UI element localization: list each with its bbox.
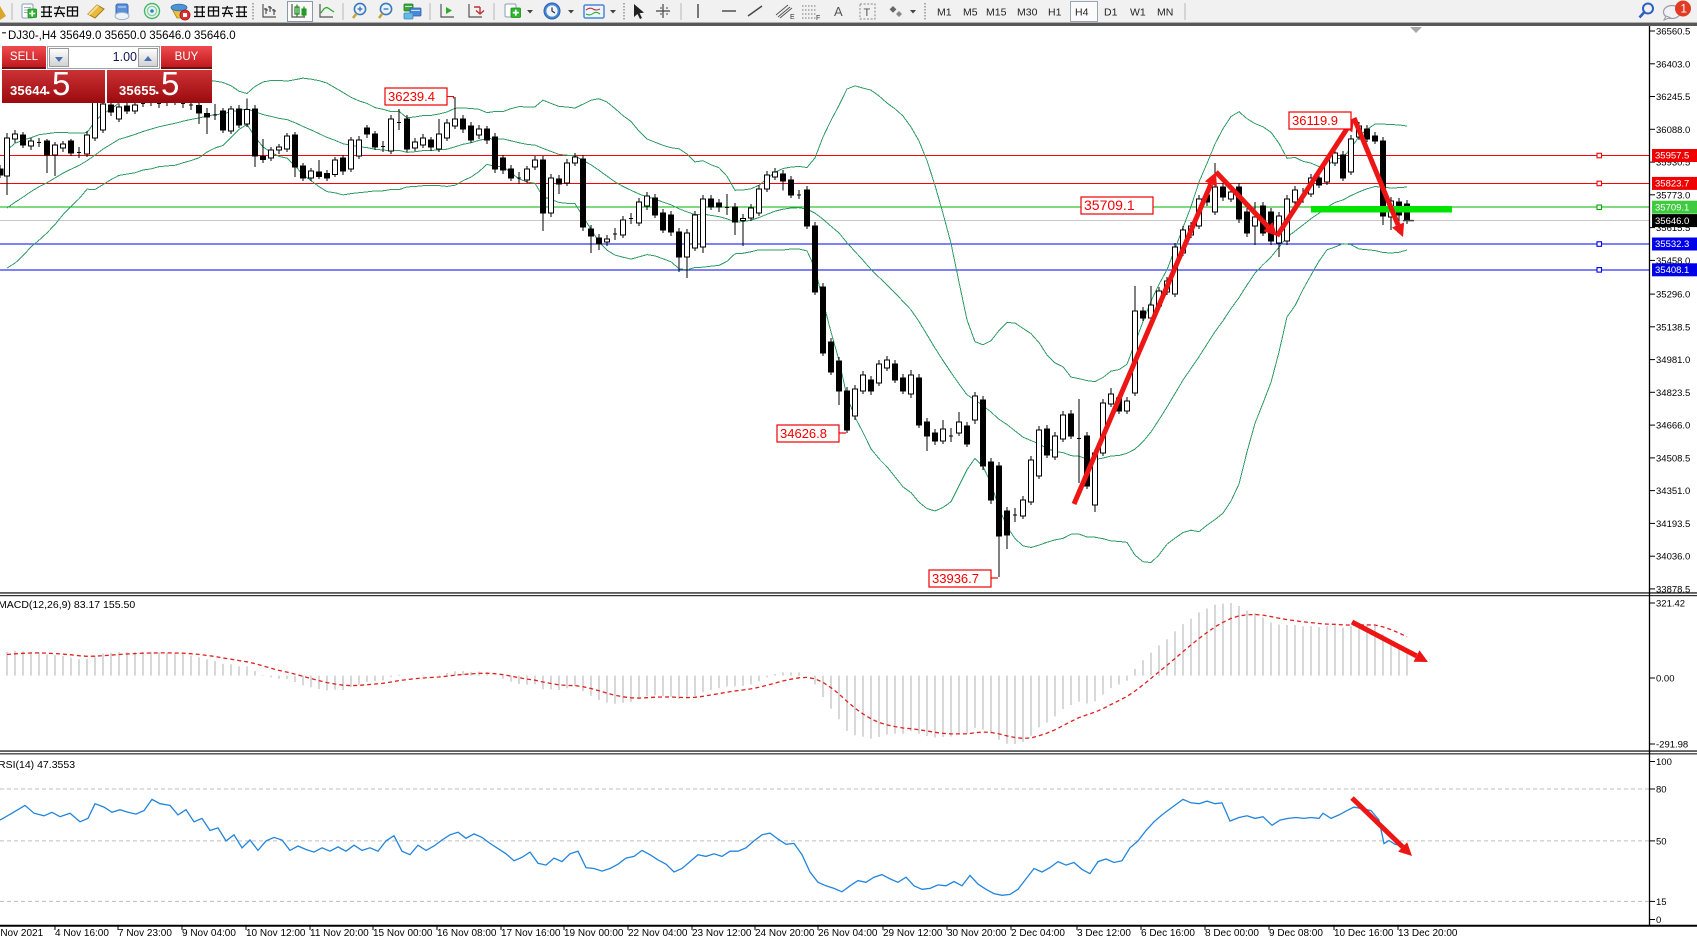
svg-text:RSI(14) 47.3553: RSI(14) 47.3553 <box>0 759 75 771</box>
svg-text:2 Dec 04:00: 2 Dec 04:00 <box>1011 928 1065 939</box>
svg-text:M15: M15 <box>986 7 1007 19</box>
svg-text:24 Nov 20:00: 24 Nov 20:00 <box>755 928 815 939</box>
svg-text:34193.5: 34193.5 <box>1656 519 1690 530</box>
svg-text:35646.0: 35646.0 <box>1655 216 1689 227</box>
svg-text:23 Nov 12:00: 23 Nov 12:00 <box>692 928 752 939</box>
svg-text:35957.5: 35957.5 <box>1655 151 1689 162</box>
svg-text:29 Nov 12:00: 29 Nov 12:00 <box>883 928 943 939</box>
svg-text:17 Nov 16:00: 17 Nov 16:00 <box>501 928 561 939</box>
svg-text:35930.5: 35930.5 <box>1656 158 1690 169</box>
svg-text:H1: H1 <box>1048 7 1062 19</box>
svg-text:13 Dec 20:00: 13 Dec 20:00 <box>1398 928 1458 939</box>
svg-text:100: 100 <box>1656 757 1672 768</box>
svg-text:19 Nov 00:00: 19 Nov 00:00 <box>564 928 624 939</box>
svg-text:10 Dec 16:00: 10 Dec 16:00 <box>1334 928 1394 939</box>
svg-text:7 Nov 23:00: 7 Nov 23:00 <box>118 928 172 939</box>
svg-text:1: 1 <box>1681 4 1687 16</box>
svg-text:T: T <box>864 7 871 19</box>
svg-text:9 Nov 04:00: 9 Nov 04:00 <box>182 928 236 939</box>
svg-text:34036.0: 34036.0 <box>1656 552 1690 563</box>
svg-text:30 Nov 20:00: 30 Nov 20:00 <box>947 928 1007 939</box>
svg-text:9 Dec 08:00: 9 Dec 08:00 <box>1269 928 1323 939</box>
svg-text:35458.0: 35458.0 <box>1656 256 1690 267</box>
svg-text:DJ30-,H4 35649.0 35650.0 3564: DJ30-,H4 35649.0 35650.0 35646.0 35646.0 <box>8 30 236 42</box>
svg-text:35532.3: 35532.3 <box>1655 239 1689 250</box>
svg-text:35709.1: 35709.1 <box>1655 202 1689 213</box>
svg-text:22 Nov 04:00: 22 Nov 04:00 <box>628 928 688 939</box>
svg-text:15 Nov 00:00: 15 Nov 00:00 <box>373 928 433 939</box>
svg-text:36239.4: 36239.4 <box>388 89 435 104</box>
svg-text:W1: W1 <box>1130 7 1146 19</box>
svg-text:33936.7: 33936.7 <box>932 571 979 586</box>
svg-text:34823.5: 34823.5 <box>1656 388 1690 399</box>
svg-text:16 Nov 08:00: 16 Nov 08:00 <box>437 928 497 939</box>
svg-text:35709.1: 35709.1 <box>1084 197 1135 213</box>
svg-text:3 Dec 12:00: 3 Dec 12:00 <box>1077 928 1131 939</box>
svg-text:MACD(12,26,9) 83.17 155.50: MACD(12,26,9) 83.17 155.50 <box>0 599 135 611</box>
svg-text:3 Nov 2021: 3 Nov 2021 <box>0 928 44 939</box>
svg-text:34508.5: 34508.5 <box>1656 453 1690 464</box>
svg-text:35823.7: 35823.7 <box>1655 179 1689 190</box>
svg-text:36119.9: 36119.9 <box>1292 113 1338 128</box>
svg-text:F: F <box>816 15 820 22</box>
svg-text:35296.0: 35296.0 <box>1656 290 1690 301</box>
svg-text:34666.0: 34666.0 <box>1656 421 1690 432</box>
svg-text:D1: D1 <box>1104 7 1118 19</box>
svg-text:33878.5: 33878.5 <box>1656 584 1690 595</box>
svg-text:0.00: 0.00 <box>1656 674 1675 685</box>
svg-text:E: E <box>790 14 795 21</box>
svg-text:MN: MN <box>1157 7 1173 19</box>
svg-text:34626.8: 34626.8 <box>780 426 827 441</box>
svg-text:11 Nov 20:00: 11 Nov 20:00 <box>310 928 369 939</box>
svg-text:0: 0 <box>1656 915 1661 926</box>
svg-text:26 Nov 04:00: 26 Nov 04:00 <box>818 928 878 939</box>
svg-text:6 Dec 16:00: 6 Dec 16:00 <box>1141 928 1195 939</box>
svg-text:-291.98: -291.98 <box>1656 740 1688 751</box>
svg-text:35773.0: 35773.0 <box>1656 190 1690 201</box>
svg-text:80: 80 <box>1656 785 1667 796</box>
svg-text:M5: M5 <box>963 7 978 19</box>
svg-text:36245.5: 36245.5 <box>1656 92 1690 103</box>
svg-text:M30: M30 <box>1017 7 1038 19</box>
svg-text:34981.0: 34981.0 <box>1656 355 1690 366</box>
svg-text:321.42: 321.42 <box>1656 599 1685 610</box>
svg-text:35408.1: 35408.1 <box>1655 265 1689 276</box>
svg-text:4 Nov 16:00: 4 Nov 16:00 <box>55 928 109 939</box>
svg-text:35138.5: 35138.5 <box>1656 322 1690 333</box>
svg-text:36560.5: 36560.5 <box>1656 27 1690 38</box>
svg-text:8 Dec 00:00: 8 Dec 00:00 <box>1205 928 1259 939</box>
svg-text:15: 15 <box>1656 897 1667 908</box>
svg-text:34351.0: 34351.0 <box>1656 486 1690 497</box>
svg-text:36088.0: 36088.0 <box>1656 125 1690 136</box>
svg-text:35615.5: 35615.5 <box>1656 223 1690 234</box>
svg-text:10 Nov 12:00: 10 Nov 12:00 <box>246 928 306 939</box>
svg-text:36403.0: 36403.0 <box>1656 59 1690 70</box>
svg-text:M1: M1 <box>937 7 952 19</box>
svg-text:A: A <box>834 4 843 19</box>
svg-text:50: 50 <box>1656 836 1667 847</box>
svg-text:H4: H4 <box>1075 7 1089 19</box>
